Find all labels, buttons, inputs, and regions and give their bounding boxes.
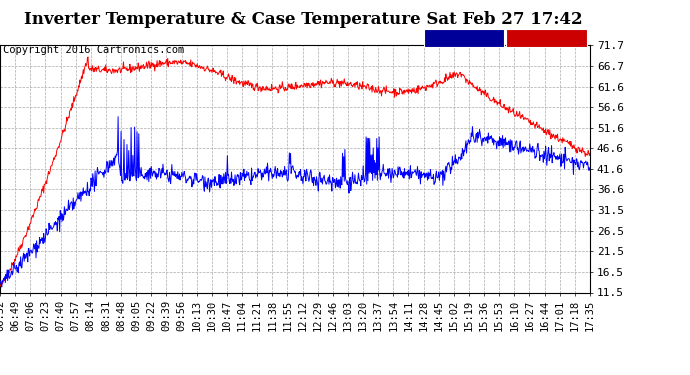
Text: Inverter Temperature & Case Temperature Sat Feb 27 17:42: Inverter Temperature & Case Temperature … xyxy=(24,11,583,28)
Text: Copyright 2016 Cartronics.com: Copyright 2016 Cartronics.com xyxy=(3,45,185,55)
Text: Inverter  (°C): Inverter (°C) xyxy=(505,33,588,43)
Text: Case  (°C): Case (°C) xyxy=(434,33,493,43)
